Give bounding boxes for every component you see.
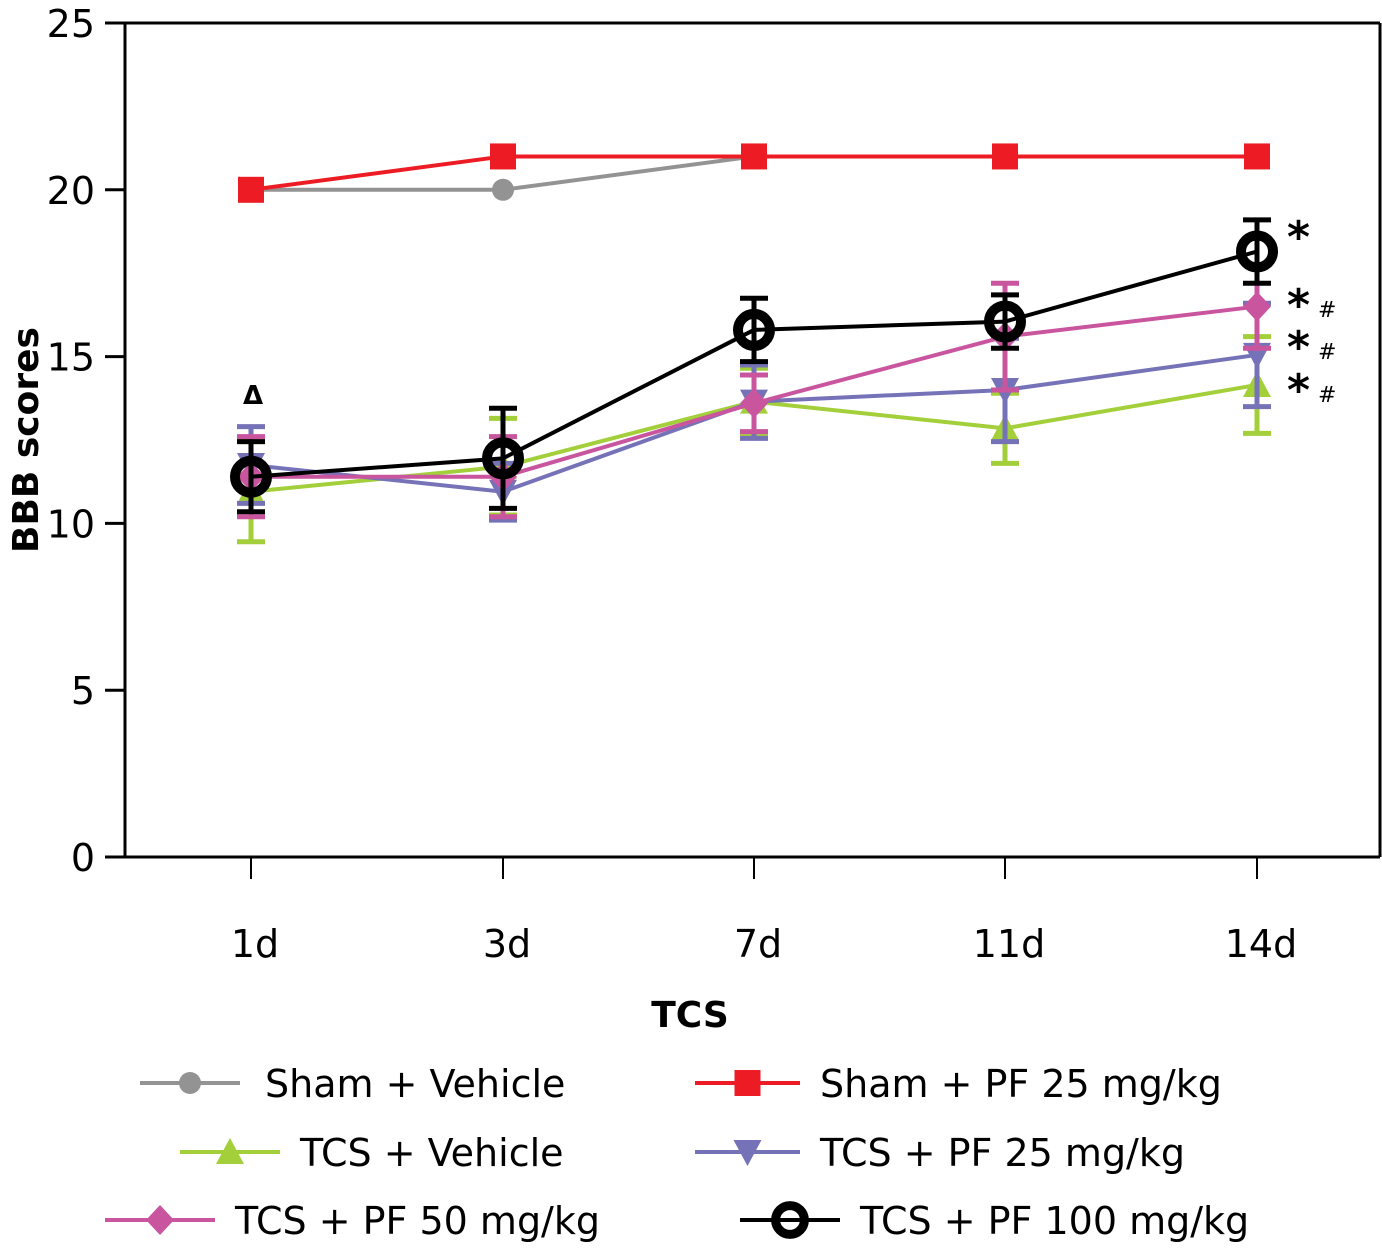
marker-open-circle <box>984 300 1026 343</box>
marker-square <box>238 176 264 203</box>
marker-triangle-down <box>733 1140 762 1166</box>
legend-label: TCS + PF 50 mg/kg <box>234 1199 600 1243</box>
x-tick-label: 11d <box>973 922 1045 966</box>
legend-label: TCS + PF 100 mg/kg <box>859 1199 1249 1243</box>
marker-open-circle <box>482 437 524 480</box>
marker-circle <box>492 178 514 201</box>
marker-square <box>741 143 767 170</box>
x-tick-label: 1d <box>231 922 279 966</box>
legend-item: Sham + Vehicle <box>140 1062 565 1106</box>
marker-square <box>490 143 516 170</box>
x-tick-label: 3d <box>483 922 531 966</box>
marker-diamond <box>740 388 768 419</box>
marker-open-circle <box>733 308 775 351</box>
marker-square <box>992 143 1018 170</box>
marker-open-circle <box>771 1201 809 1239</box>
annotation-delta: Δ <box>243 381 263 411</box>
series-line <box>250 249 1258 479</box>
annotation-asterisk: * <box>1287 212 1310 263</box>
y-axis-title: BBB scores <box>6 327 47 553</box>
x-tick-label: 14d <box>1225 922 1297 966</box>
marker-ring <box>984 300 1026 343</box>
marker-diamond <box>146 1205 174 1235</box>
y-tick-label: 10 <box>47 502 95 546</box>
y-tick-label: 15 <box>47 336 95 380</box>
marker-ring <box>771 1201 809 1239</box>
marker-square <box>734 1070 761 1096</box>
marker-open-circle <box>1236 230 1278 273</box>
y-tick-label: 20 <box>47 169 95 213</box>
series-layer <box>230 143 1278 545</box>
annotation-layer: Δ** #* #* # <box>243 212 1337 416</box>
x-tick-label: 7d <box>734 922 782 966</box>
legend-item: TCS + PF 25 mg/kg <box>695 1131 1185 1175</box>
marker-ring <box>1236 230 1278 273</box>
annotation-asterisk: * <box>1287 365 1310 416</box>
marker-open-circle <box>230 455 272 498</box>
annotation-hash: # <box>1318 383 1336 408</box>
marker-triangle-up <box>216 1138 244 1164</box>
x-axis-title: TCS <box>651 995 729 1036</box>
legend-label: TCS + PF 25 mg/kg <box>819 1131 1185 1175</box>
annotation-hash: # <box>1318 340 1336 365</box>
y-tick-label: 5 <box>71 669 95 713</box>
annotation-asterisk: * <box>1287 280 1310 331</box>
marker-circle <box>179 1072 201 1094</box>
marker-ring <box>230 455 272 498</box>
marker-ring <box>482 437 524 480</box>
marker-diamond <box>1243 291 1271 322</box>
legend-label: TCS + Vehicle <box>299 1131 564 1175</box>
series-sham-pf-25-mg-kg <box>238 143 1270 203</box>
legend-item: Sham + PF 25 mg/kg <box>695 1062 1222 1106</box>
legend-item: TCS + Vehicle <box>180 1131 564 1175</box>
legend-item: TCS + PF 100 mg/kg <box>740 1199 1249 1243</box>
y-tick-label: 25 <box>47 2 95 46</box>
legend-label: Sham + PF 25 mg/kg <box>820 1062 1222 1106</box>
y-tick-label: 0 <box>71 836 95 880</box>
series-tcs-pf-100-mg-kg <box>230 217 1278 515</box>
marker-ring <box>733 308 775 351</box>
legend-label: Sham + Vehicle <box>265 1062 565 1106</box>
legend: Sham + Vehicle Sham + PF 25 mg/kg TCS + Ve… <box>105 1062 1249 1243</box>
annotation-asterisk: * <box>1287 322 1310 373</box>
marker-square <box>1244 143 1270 170</box>
axes: 0 5 10 15 20 25 1d 3d 7d 11d 14d <box>47 2 1382 966</box>
annotation-hash: # <box>1318 298 1336 323</box>
legend-item: TCS + PF 50 mg/kg <box>105 1199 600 1243</box>
